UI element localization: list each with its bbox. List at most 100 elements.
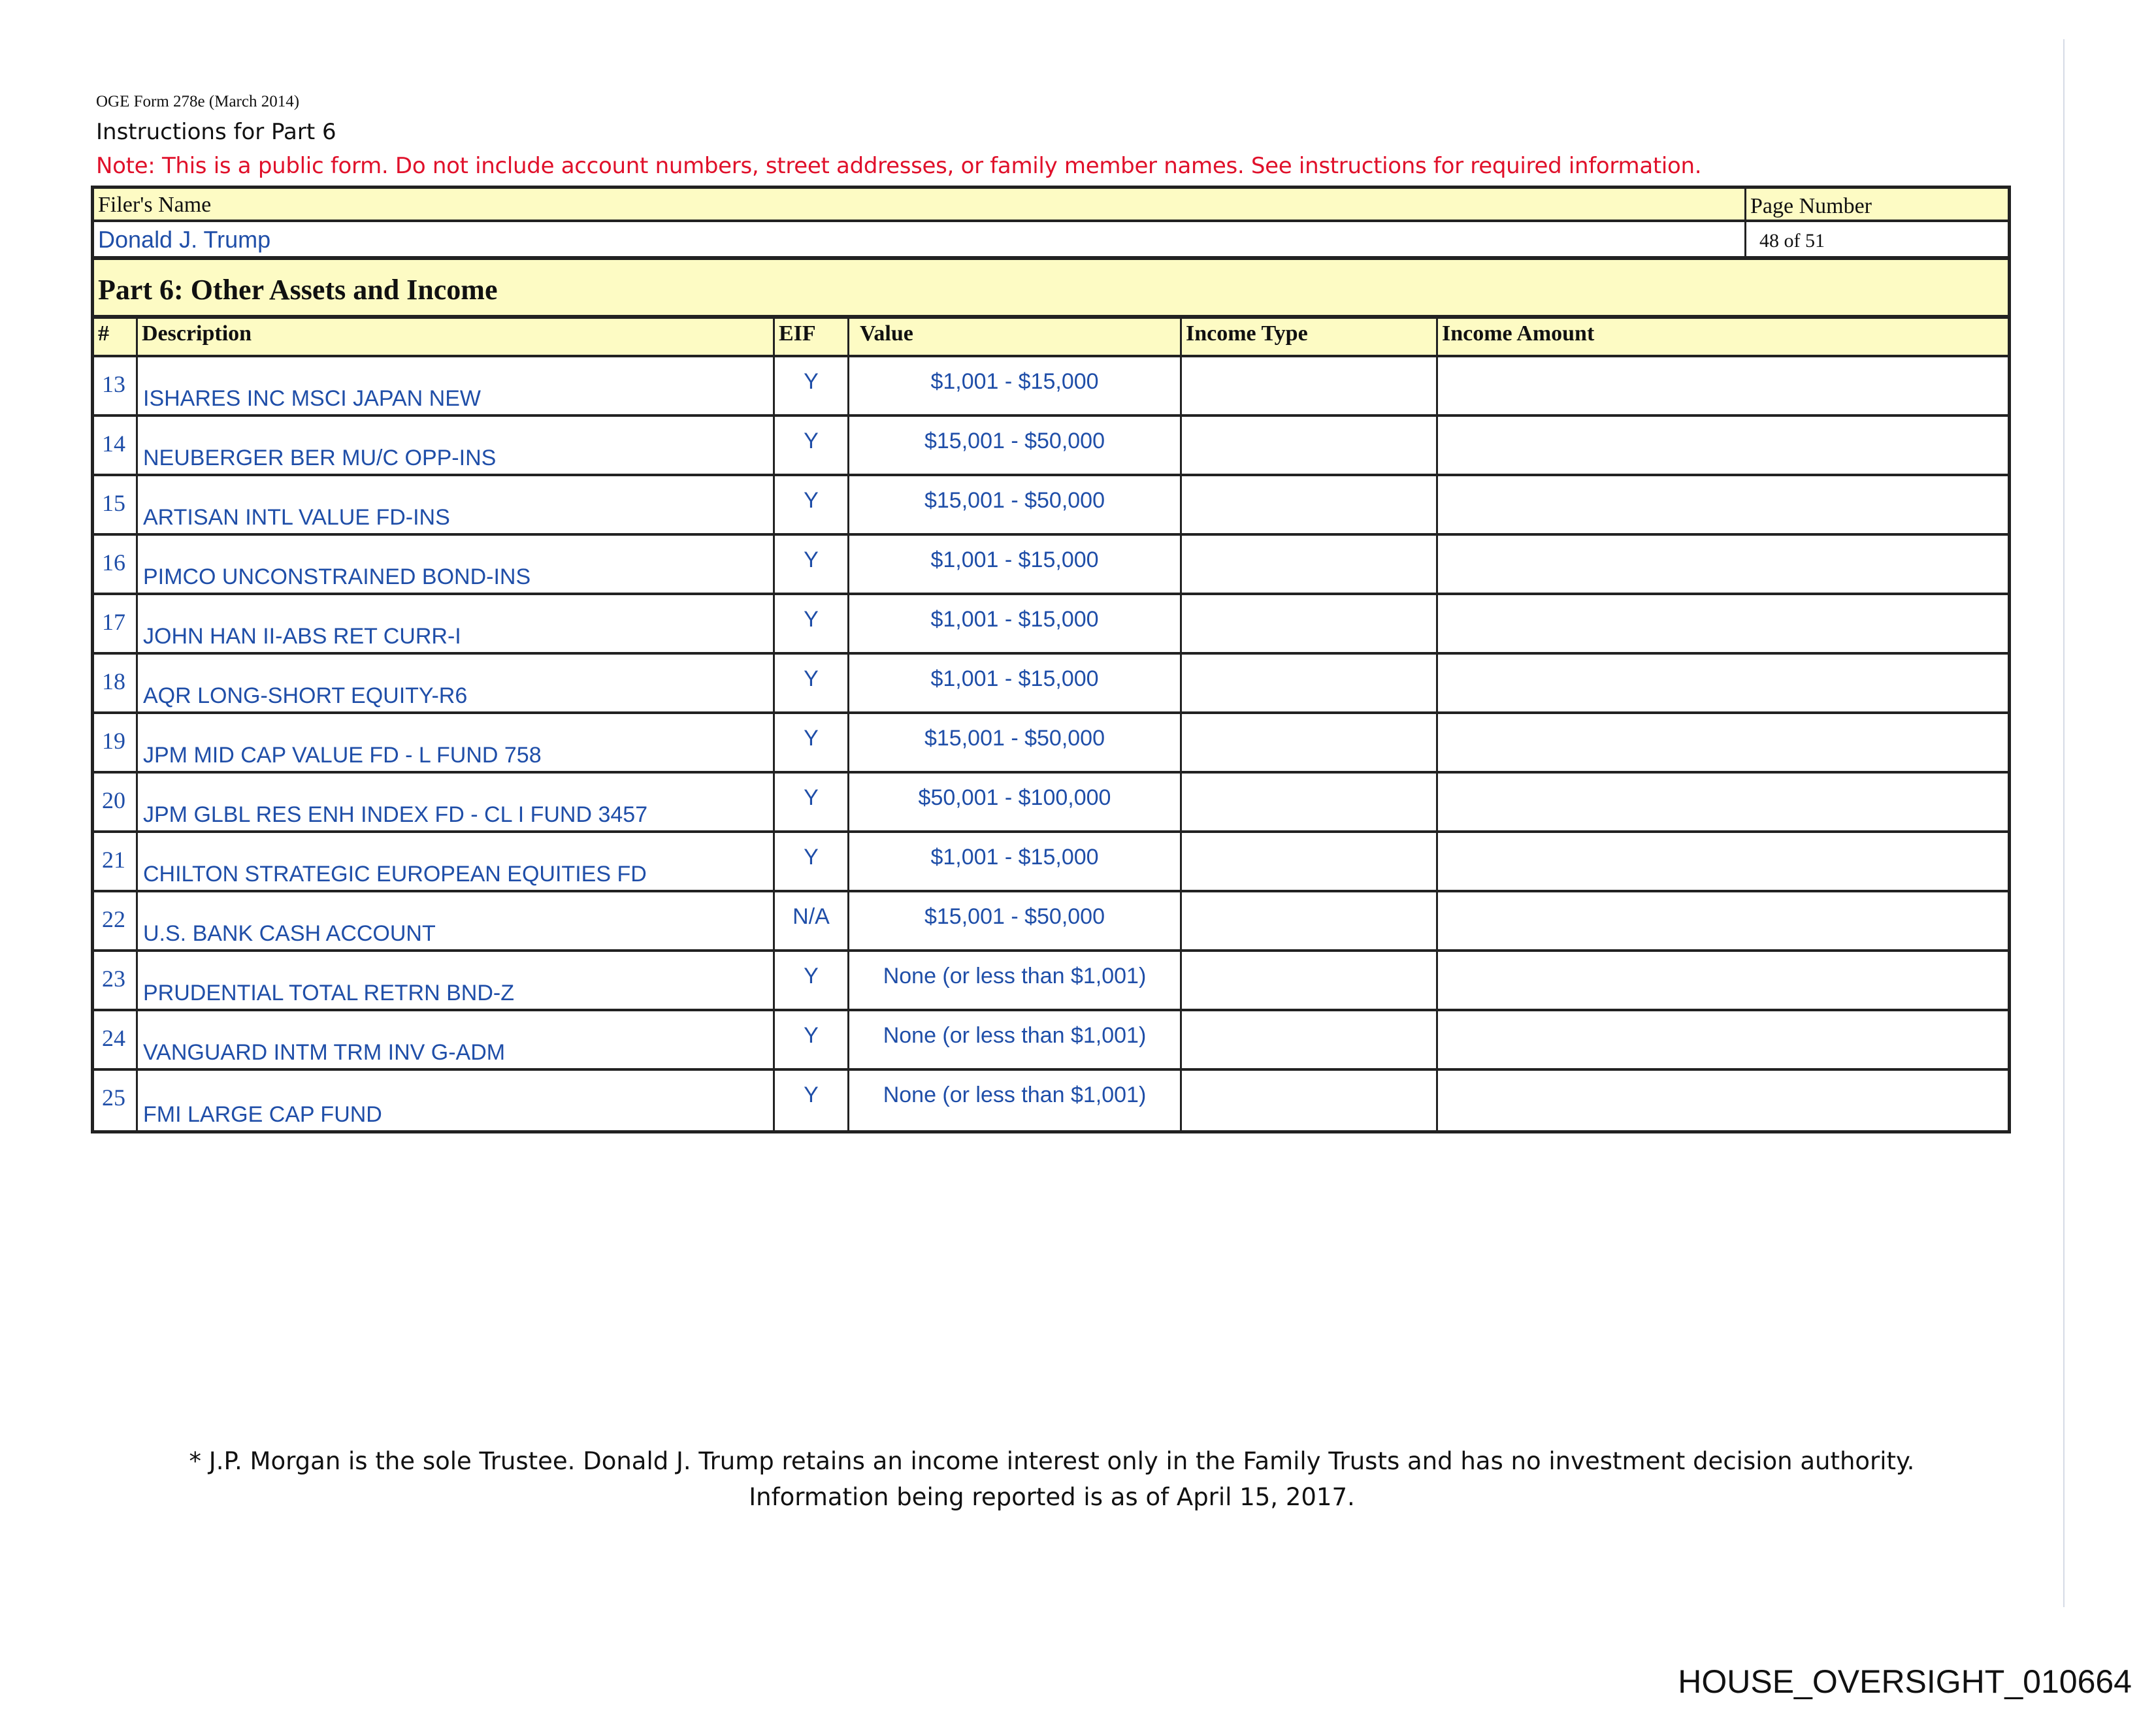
table-row: 19 JPM MID CAP VALUE FD - L FUND 758 Y $15,… xyxy=(94,714,2008,774)
row-description: U.S. BANK CASH ACCOUNT xyxy=(138,892,775,949)
part-title-row: Part 6: Other Assets and Income xyxy=(94,260,2008,319)
row-income-amount xyxy=(1438,952,2008,1009)
row-description-text: ARTISAN INTL VALUE FD-INS xyxy=(143,505,450,530)
row-eif: Y xyxy=(775,655,849,711)
public-form-note: Note: This is a public form. Do not incl… xyxy=(96,153,1702,179)
row-number: 16 xyxy=(94,536,138,593)
row-description-text: PIMCO UNCONSTRAINED BOND-INS xyxy=(143,564,531,589)
row-number: 19 xyxy=(94,714,138,771)
row-description: NEUBERGER BER MU/C OPP-INS xyxy=(138,417,775,474)
col-header-value: Value xyxy=(849,319,1182,355)
col-header-income-type: Income Type xyxy=(1182,319,1438,355)
row-description-text: JOHN HAN II-ABS RET CURR-I xyxy=(143,624,461,649)
row-value: None (or less than $1,001) xyxy=(849,1071,1182,1130)
table-row: 18 AQR LONG-SHORT EQUITY-R6 Y $1,001 - $15,… xyxy=(94,655,2008,714)
table-row: 20 JPM GLBL RES ENH INDEX FD - CL I FUND … xyxy=(94,774,2008,833)
scan-edge-line xyxy=(2063,39,2065,1607)
row-eif: N/A xyxy=(775,892,849,949)
table-row: 23 PRUDENTIAL TOTAL RETRN BND-Z Y None (or … xyxy=(94,952,2008,1011)
row-income-type xyxy=(1182,952,1438,1009)
row-income-amount xyxy=(1438,833,2008,890)
table-row: 22 U.S. BANK CASH ACCOUNT N/A $15,001 - $50… xyxy=(94,892,2008,952)
page-number: 48 of 51 xyxy=(1759,230,1825,252)
row-income-type xyxy=(1182,833,1438,890)
row-eif: Y xyxy=(775,1011,849,1068)
row-description: CHILTON STRATEGIC EUROPEAN EQUITIES FD xyxy=(138,833,775,890)
row-description-text: PRUDENTIAL TOTAL RETRN BND-Z xyxy=(143,981,514,1005)
row-eif: Y xyxy=(775,952,849,1009)
row-eif: Y xyxy=(775,833,849,890)
table-row: 15 ARTISAN INTL VALUE FD-INS Y $15,001 - $5… xyxy=(94,476,2008,536)
row-description: VANGUARD INTM TRM INV G-ADM xyxy=(138,1011,775,1068)
row-income-amount xyxy=(1438,714,2008,771)
row-eif: Y xyxy=(775,774,849,830)
row-value: $1,001 - $15,000 xyxy=(849,357,1182,414)
row-income-type xyxy=(1182,714,1438,771)
row-income-type xyxy=(1182,417,1438,474)
row-value: $15,001 - $50,000 xyxy=(849,417,1182,474)
row-income-amount xyxy=(1438,1011,2008,1068)
row-income-amount xyxy=(1438,536,2008,593)
row-income-amount xyxy=(1438,655,2008,711)
row-income-type xyxy=(1182,1011,1438,1068)
row-income-type xyxy=(1182,536,1438,593)
table-row: 16 PIMCO UNCONSTRAINED BOND-INS Y $1,001 - … xyxy=(94,536,2008,595)
page-number-label: Page Number xyxy=(1750,194,1872,218)
footnote-line-2: Information being reported is as of Apri… xyxy=(749,1483,1355,1511)
row-value: $50,001 - $100,000 xyxy=(849,774,1182,830)
row-income-amount xyxy=(1438,892,2008,949)
row-description: AQR LONG-SHORT EQUITY-R6 xyxy=(138,655,775,711)
row-description: PIMCO UNCONSTRAINED BOND-INS xyxy=(138,536,775,593)
row-value: $1,001 - $15,000 xyxy=(849,536,1182,593)
row-description-text: ISHARES INC MSCI JAPAN NEW xyxy=(143,386,481,411)
row-income-type xyxy=(1182,655,1438,711)
part6-table: Filer's Name Page Number Donald J. Trump… xyxy=(91,186,2011,1133)
row-income-type xyxy=(1182,476,1438,533)
row-number: 20 xyxy=(94,774,138,830)
row-description: PRUDENTIAL TOTAL RETRN BND-Z xyxy=(138,952,775,1009)
table-row: 25 FMI LARGE CAP FUND Y None (or less than … xyxy=(94,1071,2008,1130)
row-eif: Y xyxy=(775,536,849,593)
row-eif: Y xyxy=(775,476,849,533)
instructions-link: Instructions for Part 6 xyxy=(96,119,336,145)
row-eif: Y xyxy=(775,417,849,474)
row-number: 24 xyxy=(94,1011,138,1068)
filer-value-row: Donald J. Trump 48 of 51 xyxy=(94,222,2008,260)
row-value: $15,001 - $50,000 xyxy=(849,714,1182,771)
row-description-text: NEUBERGER BER MU/C OPP-INS xyxy=(143,446,497,470)
row-eif: Y xyxy=(775,357,849,414)
row-income-amount xyxy=(1438,1071,2008,1130)
row-income-type xyxy=(1182,774,1438,830)
table-row: 17 JOHN HAN II-ABS RET CURR-I Y $1,001 - $1… xyxy=(94,595,2008,655)
col-header-description: Description xyxy=(138,319,775,355)
row-income-amount xyxy=(1438,476,2008,533)
row-value: None (or less than $1,001) xyxy=(849,952,1182,1009)
col-header-number: # xyxy=(94,319,138,355)
row-description: JOHN HAN II-ABS RET CURR-I xyxy=(138,595,775,652)
row-number: 13 xyxy=(94,357,138,414)
row-value: $15,001 - $50,000 xyxy=(849,476,1182,533)
row-eif: Y xyxy=(775,595,849,652)
row-description: JPM GLBL RES ENH INDEX FD - CL I FUND 34… xyxy=(138,774,775,830)
row-number: 14 xyxy=(94,417,138,474)
column-header-row: # Description EIF Value Income Type Inco… xyxy=(94,319,2008,357)
row-number: 17 xyxy=(94,595,138,652)
row-description: JPM MID CAP VALUE FD - L FUND 758 xyxy=(138,714,775,771)
row-description-text: FMI LARGE CAP FUND xyxy=(143,1102,382,1127)
row-income-amount xyxy=(1438,774,2008,830)
row-income-amount xyxy=(1438,595,2008,652)
filer-name-label: Filer's Name xyxy=(94,189,1746,220)
row-income-type xyxy=(1182,1071,1438,1130)
footnote-line-1: * J.P. Morgan is the sole Trustee. Donal… xyxy=(189,1447,1915,1475)
table-row: 24 VANGUARD INTM TRM INV G-ADM Y None (or l… xyxy=(94,1011,2008,1071)
row-number: 25 xyxy=(94,1071,138,1130)
row-income-type xyxy=(1182,892,1438,949)
row-description-text: JPM MID CAP VALUE FD - L FUND 758 xyxy=(143,743,542,768)
row-eif: Y xyxy=(775,714,849,771)
row-description-text: U.S. BANK CASH ACCOUNT xyxy=(143,921,436,946)
row-number: 15 xyxy=(94,476,138,533)
row-value: $15,001 - $50,000 xyxy=(849,892,1182,949)
table-row: 13 ISHARES INC MSCI JAPAN NEW Y $1,001 - $1… xyxy=(94,357,2008,417)
form-id: OGE Form 278e (March 2014) xyxy=(96,93,300,110)
row-eif: Y xyxy=(775,1071,849,1130)
